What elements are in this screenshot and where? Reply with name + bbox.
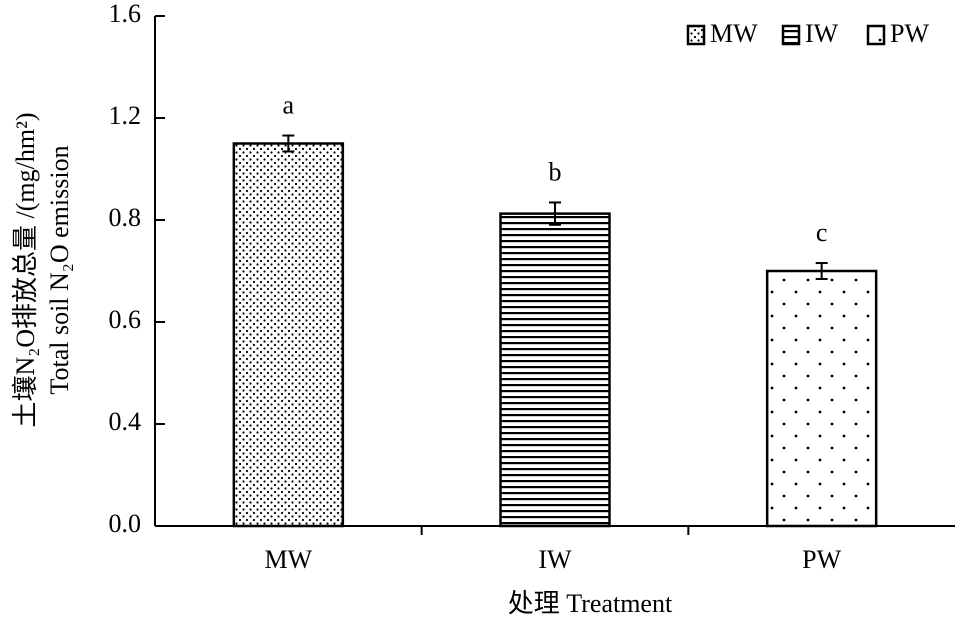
x-axis-title: 处理 Treatment — [508, 589, 673, 618]
legend-label: MW — [710, 19, 758, 48]
x-tick-label: MW — [264, 545, 312, 574]
legend-label: PW — [890, 19, 929, 48]
y-tick-label: 0.4 — [109, 407, 142, 436]
legend-swatch — [781, 24, 801, 46]
y-axis-title: Total soil N₂O emission — [45, 145, 74, 394]
bar — [765, 269, 878, 528]
significance-label: c — [816, 218, 828, 247]
y-tick-label: 0.0 — [109, 509, 142, 538]
significance-label: b — [549, 157, 562, 186]
y-tick-label: 0.8 — [109, 203, 142, 232]
legend-swatch — [866, 24, 886, 46]
legend-label: IW — [805, 19, 839, 48]
bar — [232, 142, 345, 528]
y-tick-label: 0.6 — [109, 305, 142, 334]
y-tick-label: 1.2 — [109, 101, 142, 130]
legend-swatch — [686, 24, 706, 46]
significance-label: a — [283, 91, 295, 120]
x-tick-label: IW — [538, 545, 572, 574]
x-tick-label: PW — [802, 545, 841, 574]
y-axis-title: 土壤N₂O排放总量 /(mg/hm²) — [11, 112, 40, 427]
bar — [499, 212, 611, 528]
y-tick-label: 1.6 — [109, 0, 142, 28]
